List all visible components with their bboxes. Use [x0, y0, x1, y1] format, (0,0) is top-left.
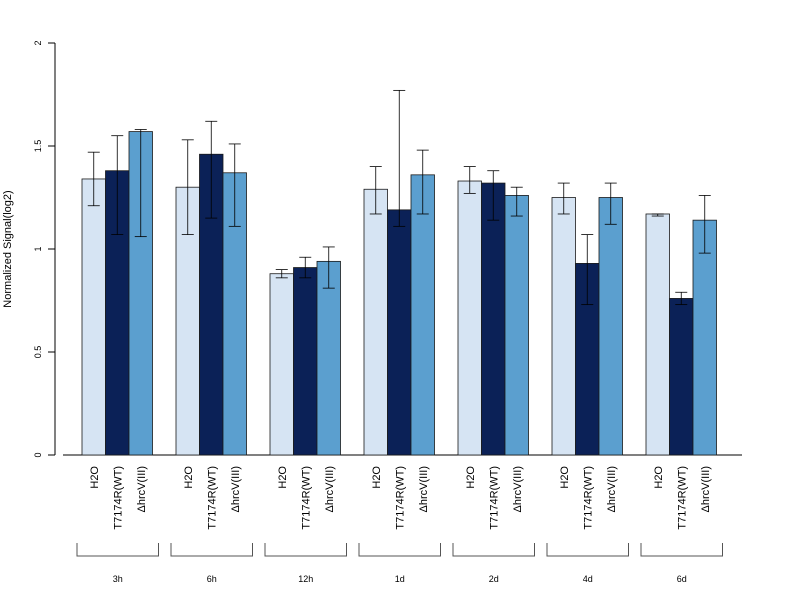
group-bracket: [264, 543, 347, 557]
x-bar-label: ΔhrcV(III): [512, 466, 524, 512]
x-bar-label: T7174R(WT): [394, 466, 406, 530]
group-bracket: [76, 543, 159, 557]
y-tick-label: 2: [33, 40, 43, 45]
y-tick-label: 1: [33, 246, 43, 251]
x-bar-label: H2O: [183, 466, 195, 489]
y-tick-label: 0.5: [33, 346, 43, 359]
x-bar-label: ΔhrcV(III): [700, 466, 712, 512]
group-label: 1d: [395, 574, 405, 584]
group-label: 2d: [489, 574, 499, 584]
bars-layer: [81, 89, 717, 456]
x-bar-label: H2O: [371, 466, 383, 489]
y-tick-label: 0: [33, 452, 43, 457]
bar: [457, 180, 482, 456]
bar: [81, 178, 106, 456]
group-bracket: [452, 543, 535, 557]
group-brackets-layer: 3h 6h 12h 1d 2d 4d 6d: [76, 543, 723, 584]
x-labels-layer: H2O T7174R(WT) ΔhrcV(III) H2O T7174R(WT) Δhrc…: [89, 466, 712, 530]
group-bracket: [358, 543, 441, 557]
x-bar-label: H2O: [653, 466, 665, 489]
bar: [387, 209, 412, 456]
group-bracket: [170, 543, 253, 557]
bar: [410, 174, 435, 456]
group-bracket: [640, 543, 723, 557]
x-bar-label: ΔhrcV(III): [230, 466, 242, 512]
x-bar-label: T7174R(WT): [112, 466, 124, 530]
x-bar-label: T7174R(WT): [206, 466, 218, 530]
group-bracket: [546, 543, 629, 557]
x-bar-label: ΔhrcV(III): [606, 466, 618, 512]
bar: [669, 298, 694, 456]
bar: [598, 197, 623, 456]
bar: [551, 197, 576, 456]
x-bar-label: ΔhrcV(III): [136, 466, 148, 512]
bar: [293, 267, 318, 456]
bar: [481, 182, 506, 456]
group-label: 12h: [298, 574, 313, 584]
y-axis-label: Normalized Signal(log2): [2, 190, 14, 307]
bar: [269, 273, 294, 456]
x-bar-label: H2O: [559, 466, 571, 489]
y-tick-label: 1.5: [33, 140, 43, 153]
bar: [504, 195, 529, 456]
bar: [316, 260, 341, 456]
x-bar-label: T7174R(WT): [582, 466, 594, 530]
x-bar-label: H2O: [465, 466, 477, 489]
bar: [363, 188, 388, 456]
x-bar-label: ΔhrcV(III): [324, 466, 336, 512]
bar: [645, 213, 670, 456]
group-label: 4d: [583, 574, 593, 584]
x-bar-label: ΔhrcV(III): [418, 466, 430, 512]
x-bar-label: H2O: [89, 466, 101, 489]
group-label: 3h: [113, 574, 123, 584]
x-bar-label: T7174R(WT): [676, 466, 688, 530]
x-bar-label: T7174R(WT): [488, 466, 500, 530]
group-label: 6h: [207, 574, 217, 584]
x-bar-label: H2O: [277, 466, 289, 489]
x-bar-label: T7174R(WT): [300, 466, 312, 530]
group-label: 6d: [677, 574, 687, 584]
bar: [692, 219, 717, 456]
